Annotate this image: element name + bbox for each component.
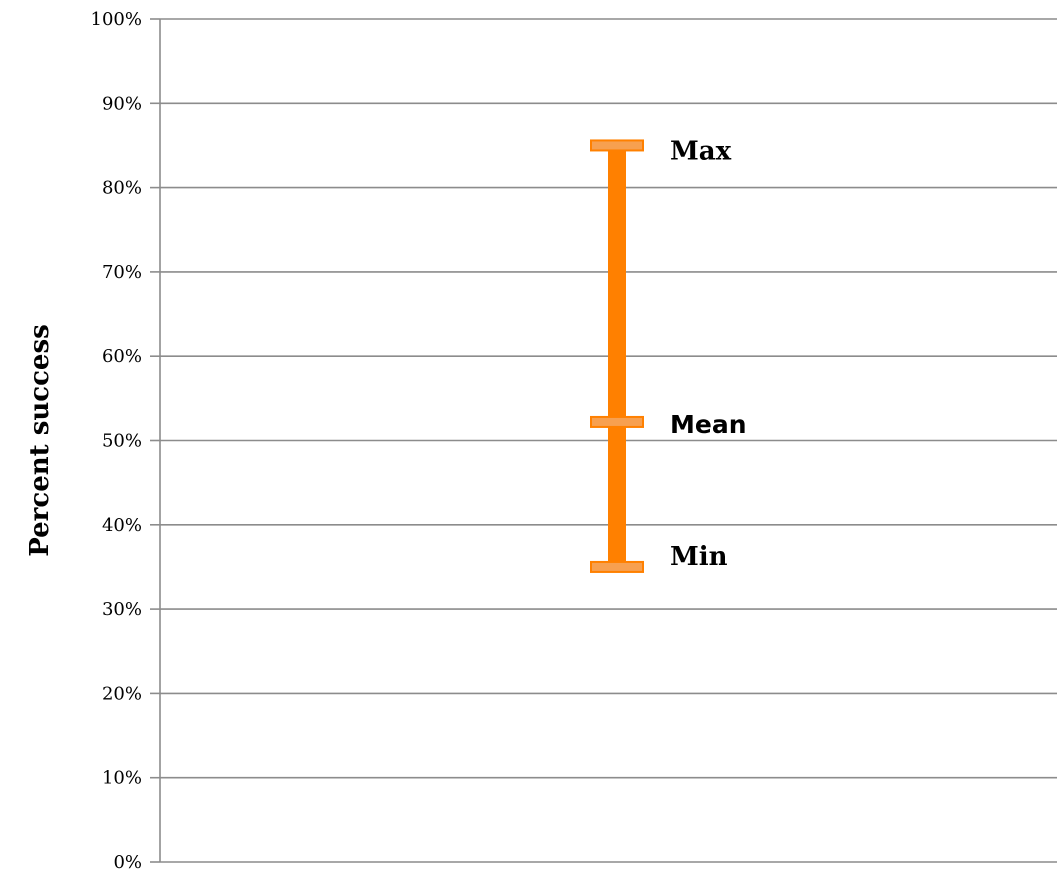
min-cap bbox=[590, 560, 644, 573]
y-axis-label: Percent success bbox=[25, 324, 55, 556]
y-tick-label: 80% bbox=[102, 178, 142, 199]
y-tick-label: 20% bbox=[102, 683, 142, 704]
range-bars bbox=[590, 139, 644, 573]
max-annotation: Max bbox=[670, 136, 732, 166]
y-tick-label: 50% bbox=[102, 431, 142, 452]
y-tick-label: 40% bbox=[102, 515, 142, 536]
min-annotation: Min bbox=[670, 542, 728, 572]
y-tick-label: 100% bbox=[91, 9, 142, 30]
y-tick-label: 60% bbox=[102, 346, 142, 367]
y-tick-label: 30% bbox=[102, 599, 142, 620]
y-tick-label: 70% bbox=[102, 262, 142, 283]
axes bbox=[150, 18, 1057, 863]
mean-annotation: Mean bbox=[670, 410, 747, 439]
annotations: Max Mean Min bbox=[670, 136, 747, 572]
y-tick-labels: 0% 10% 20% 30% 40% 50% 60% 70% 80% 90% 100% bbox=[91, 9, 142, 873]
mean-cap bbox=[590, 415, 644, 428]
y-tick-label: 0% bbox=[113, 852, 142, 873]
max-cap bbox=[590, 139, 644, 152]
range-stem bbox=[608, 145, 626, 567]
y-tick-label: 90% bbox=[102, 93, 142, 114]
y-tick-label: 10% bbox=[102, 768, 142, 789]
